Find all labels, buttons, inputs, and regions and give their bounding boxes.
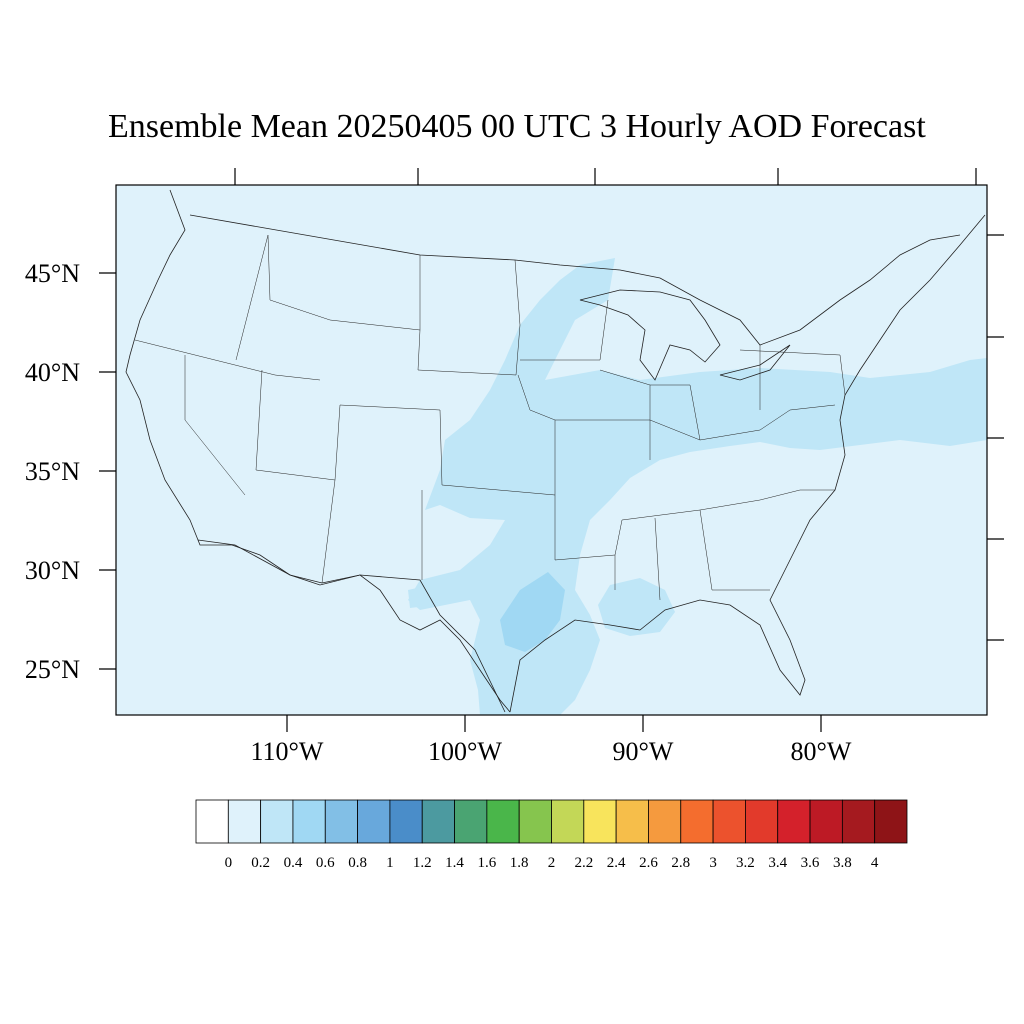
- colorbar-swatch: [680, 799, 714, 844]
- plume-great-plains: [520, 452, 575, 500]
- colorbar-label: 0.6: [316, 855, 335, 871]
- lat-label: 40°N: [25, 358, 80, 387]
- chart-title: Ensemble Mean 20250405 00 UTC 3 Hourly A…: [108, 108, 926, 145]
- colorbar-label: 1: [386, 855, 394, 871]
- colorbar-label: 1.6: [477, 855, 496, 871]
- top-ticks: [234, 168, 977, 185]
- colorbar-swatch: [421, 799, 455, 844]
- lon-label: 110°W: [251, 737, 324, 766]
- colorbar-label: 0.4: [284, 855, 303, 871]
- colorbar-swatch: [227, 799, 262, 844]
- lat-label: 30°N: [25, 556, 80, 585]
- colorbar-label: 2: [548, 855, 556, 871]
- colorbar-swatch: [777, 799, 811, 844]
- colorbar-swatch: [615, 799, 649, 844]
- mexico-border: [197, 539, 506, 713]
- state-lines: [134, 234, 846, 601]
- colorbar-label: 1.8: [510, 855, 529, 871]
- colorbar-swatch: [648, 799, 682, 844]
- colorbar-label: 3.6: [801, 855, 820, 871]
- colorbar-label: 4: [871, 855, 879, 871]
- colorbar-swatch: [292, 799, 326, 844]
- colorbar-swatch: [195, 799, 229, 844]
- right-ticks: [987, 234, 1004, 641]
- colorbar-swatch: [357, 799, 391, 844]
- colorbar-swatch: [260, 799, 294, 844]
- lat-label: 25°N: [25, 655, 80, 684]
- colorbar-swatch: [841, 799, 876, 844]
- lat-label: 35°N: [25, 457, 80, 486]
- map-frame: [115, 184, 988, 716]
- colorbar-swatch: [745, 799, 779, 844]
- colorbar-labels: 0 0.2 0.4 0.6 0.8 1 1.2 1.4 1.6 1.8 2 2.2 2.4 2.6 2.8 3…: [225, 855, 879, 871]
- colorbar-swatch: [583, 799, 617, 844]
- colorbar-swatch: [874, 799, 908, 844]
- colorbar-label: 2.6: [639, 855, 658, 871]
- colorbar-label: 0.8: [348, 855, 367, 871]
- bottom-ticks: [286, 715, 822, 732]
- left-ticks: [99, 272, 116, 670]
- lon-labels: 110°W 100°W 90°W 80°W: [251, 737, 852, 766]
- plume-gulf: [598, 578, 675, 636]
- colorbar-label: 3: [709, 855, 717, 871]
- colorbar-swatch: [551, 799, 585, 844]
- lon-label: 90°W: [613, 737, 674, 766]
- colorbar-swatch: [809, 799, 843, 844]
- colorbar-swatch: [486, 799, 520, 844]
- us-coastline: [125, 189, 986, 713]
- colorbar-label: 2.8: [671, 855, 690, 871]
- colorbar-label: 1.4: [445, 855, 464, 871]
- lat-labels: 45°N 40°N 35°N 30°N 25°N: [25, 259, 80, 684]
- colorbar-swatch: [324, 799, 358, 844]
- lat-label: 45°N: [25, 259, 80, 288]
- colorbar-label: 0: [225, 855, 233, 871]
- lon-label: 100°W: [428, 737, 502, 766]
- geographic-boundaries: [125, 189, 986, 713]
- colorbar-label: 2.4: [607, 855, 626, 871]
- colorbar-swatch: [712, 799, 746, 844]
- aod-hotspots: [500, 572, 565, 652]
- colorbar: [195, 799, 908, 844]
- colorbar-swatch: [389, 799, 423, 844]
- canada-border: [189, 214, 961, 346]
- chart-title-container: Ensemble Mean 20250405 00 UTC 3 Hourly A…: [108, 108, 998, 146]
- plume-southwest: [408, 585, 435, 608]
- hotspot-texas: [500, 572, 565, 652]
- colorbar-label: 2.2: [574, 855, 593, 871]
- colorbar-label: 3.8: [833, 855, 852, 871]
- colorbar-swatch: [454, 799, 488, 844]
- colorbar-label: 3.4: [768, 855, 787, 871]
- great-lakes: [579, 289, 791, 381]
- colorbar-label: 0.2: [251, 855, 270, 871]
- lon-label: 80°W: [791, 737, 852, 766]
- colorbar-label: 3.2: [736, 855, 755, 871]
- colorbar-swatch: [518, 799, 552, 844]
- colorbar-label: 1.2: [413, 855, 432, 871]
